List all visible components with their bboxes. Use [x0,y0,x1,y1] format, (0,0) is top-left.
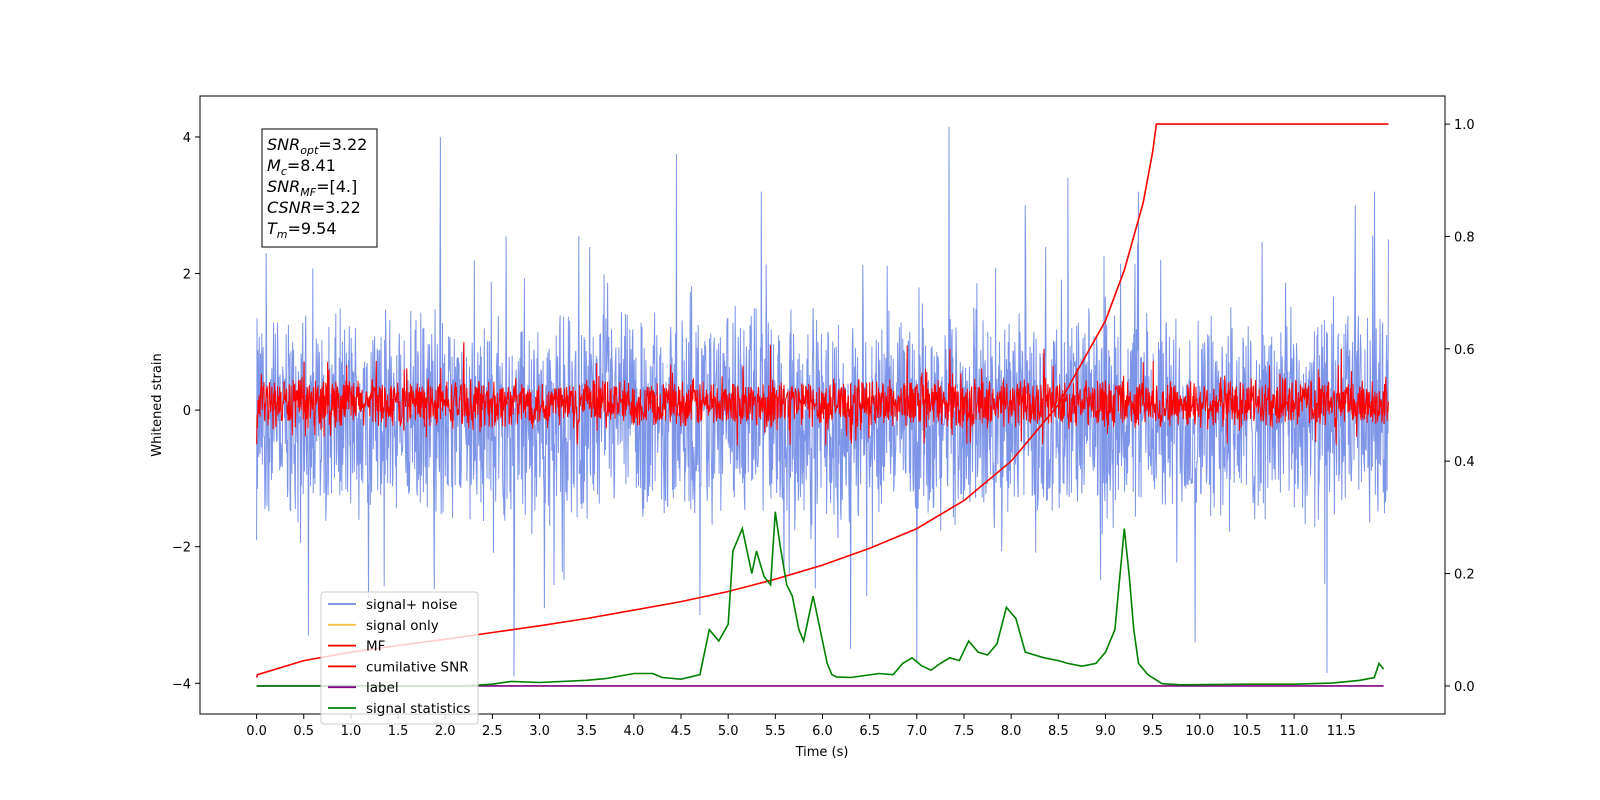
annotation-line: Mc=8.41 [267,156,336,178]
y-left-tick-label: 2 [183,268,191,283]
legend-label: label [366,680,399,696]
legend-label: MF [366,639,385,655]
x-tick-label: 5.0 [718,724,739,739]
y-right-tick-label: 0.6 [1454,343,1475,358]
annotation-line: SNRopt=3.22 [267,135,367,157]
annotation-line: Tm=9.54 [267,219,337,241]
x-tick-label: 7.0 [906,724,927,739]
legend-frame [320,591,479,725]
y-left-tick-label: 0 [183,404,191,419]
x-tick-label: 0.5 [293,724,314,739]
x-tick-label: 8.5 [1048,724,1069,739]
x-tick-label: 5.5 [765,724,786,739]
x-tick-label: 6.5 [859,724,880,739]
x-tick-label: 3.5 [576,724,597,739]
annotation-line: CSNR=3.22 [267,198,361,217]
x-tick-label: 4.0 [624,724,645,739]
x-tick-label: 3.0 [529,724,550,739]
legend-label: signal only [366,618,439,634]
legend-label: signal+ noise [366,597,457,613]
x-tick-label: 0.0 [246,724,267,739]
y-right-tick-label: 0.0 [1454,680,1475,695]
mf-series-line [256,341,1389,446]
x-tick-label: 1.5 [388,724,409,739]
y-right-tick-label: 0.2 [1454,568,1475,583]
x-tick-label: 11.0 [1280,724,1309,739]
x-tick-label: 9.0 [1095,724,1116,739]
y-left-tick-label: −2 [172,541,191,556]
x-tick-label: 8.0 [1001,724,1022,739]
x-tick-label: 4.5 [671,724,692,739]
legend: signal+ noise signal only MF cumilative SNR… [320,591,479,725]
x-tick-label: 10.0 [1185,724,1214,739]
y-right-tick-label: 0.4 [1454,455,1475,470]
x-tick-label: 10.5 [1232,724,1261,739]
y-right-tick-label: 0.8 [1454,230,1475,245]
annotation-frame [261,128,378,248]
x-axis-label: Time (s) [795,745,849,760]
x-tick-label: 11.5 [1327,724,1356,739]
signal-statistics-series-line [256,511,1385,687]
x-tick-label: 7.5 [954,724,975,739]
x-axis-ticks: 0.0 0.5 1.0 1.5 2.0 2.5 3.0 3.5 4.0 4.5 5.0 5.5 6.0 6… [246,714,1356,739]
y-left-tick-label: 4 [183,131,191,146]
y-left-tick-label: −4 [172,677,191,692]
y-left-axis-ticks: 4 2 0 −2 −4 [172,131,200,692]
x-tick-label: 2.5 [482,724,503,739]
y-right-axis-ticks: 1.0 0.8 0.6 0.4 0.2 0.0 [1445,118,1475,695]
y-axis-label: Whitened strain [150,353,165,456]
x-tick-label: 6.0 [812,724,833,739]
x-tick-label: 1.0 [341,724,362,739]
legend-label: signal statistics [366,701,470,717]
annotation-line: SNRMF=[4.] [267,177,357,199]
x-tick-label: 2.0 [435,724,456,739]
y-right-tick-label: 1.0 [1454,118,1475,133]
x-tick-label: 9.5 [1142,724,1163,739]
legend-label: cumilative SNR [366,659,469,675]
